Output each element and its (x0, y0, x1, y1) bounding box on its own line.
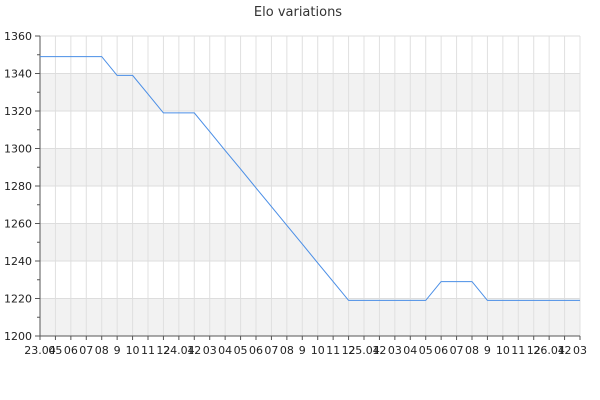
background-band (40, 36, 580, 74)
x-tick-label: 12 (558, 344, 572, 357)
x-tick-label: 12 (342, 344, 356, 357)
y-axis-ticks: 1200 1220 1240 1260 1280 1300 1320 1340 1360 (4, 30, 40, 343)
series-line (40, 56, 580, 301)
x-tick-label: 25.04 (348, 344, 380, 357)
x-tick-label: 07 (79, 344, 93, 357)
background-band (40, 298, 580, 336)
x-tick-label: 07 (264, 344, 278, 357)
x-tick-label: 03 (573, 344, 587, 357)
y-tick-label: 1320 (4, 105, 32, 118)
x-tick-label: 05 (48, 344, 62, 357)
x-tick-label: 08 (95, 344, 109, 357)
y-tick-label: 1240 (4, 255, 32, 268)
x-tick-label: 04 (218, 344, 232, 357)
x-tick-label: 05 (419, 344, 433, 357)
chart-background-bands (40, 36, 580, 336)
background-band (40, 148, 580, 186)
x-tick-label: 06 (249, 344, 263, 357)
x-tick-label: 12 (527, 344, 541, 357)
x-tick-label: 10 (311, 344, 325, 357)
x-tick-label: 12 (372, 344, 386, 357)
background-band (40, 186, 580, 224)
x-tick-label: 26.04 (533, 344, 565, 357)
x-tick-label: 9 (299, 344, 306, 357)
y-tick-label: 1220 (4, 293, 32, 306)
x-tick-label: 07 (450, 344, 464, 357)
x-tick-label: 03 (203, 344, 217, 357)
x-tick-label: 06 (64, 344, 78, 357)
x-tick-label: 04 (403, 344, 417, 357)
x-tick-label: 12 (187, 344, 201, 357)
x-tick-label: 11 (511, 344, 525, 357)
series-group (40, 56, 580, 301)
chart-title: Elo variations (254, 5, 342, 20)
x-tick-label: 24.04 (163, 344, 195, 357)
y-tick-label: 1340 (4, 68, 32, 81)
x-tick-label: 10 (496, 344, 510, 357)
x-tick-label: 9 (484, 344, 491, 357)
x-tick-label: 03 (388, 344, 402, 357)
y-tick-label: 1280 (4, 180, 32, 193)
y-tick-label: 1200 (4, 330, 32, 343)
x-tick-label: 05 (234, 344, 248, 357)
x-tick-label: 11 (326, 344, 340, 357)
x-tick-label: 10 (126, 344, 140, 357)
background-band (40, 73, 580, 111)
x-tick-label: 12 (156, 344, 170, 357)
background-band (40, 223, 580, 261)
y-tick-label: 1360 (4, 30, 32, 43)
background-band (40, 111, 580, 149)
y-tick-label: 1300 (4, 143, 32, 156)
x-tick-label: 06 (434, 344, 448, 357)
x-tick-label: 08 (465, 344, 479, 357)
y-tick-label: 1260 (4, 218, 32, 231)
background-band (40, 261, 580, 299)
x-tick-label: 08 (280, 344, 294, 357)
x-tick-label: 23.04 (24, 344, 56, 357)
x-tick-label: 11 (141, 344, 155, 357)
x-tick-label: 9 (114, 344, 121, 357)
